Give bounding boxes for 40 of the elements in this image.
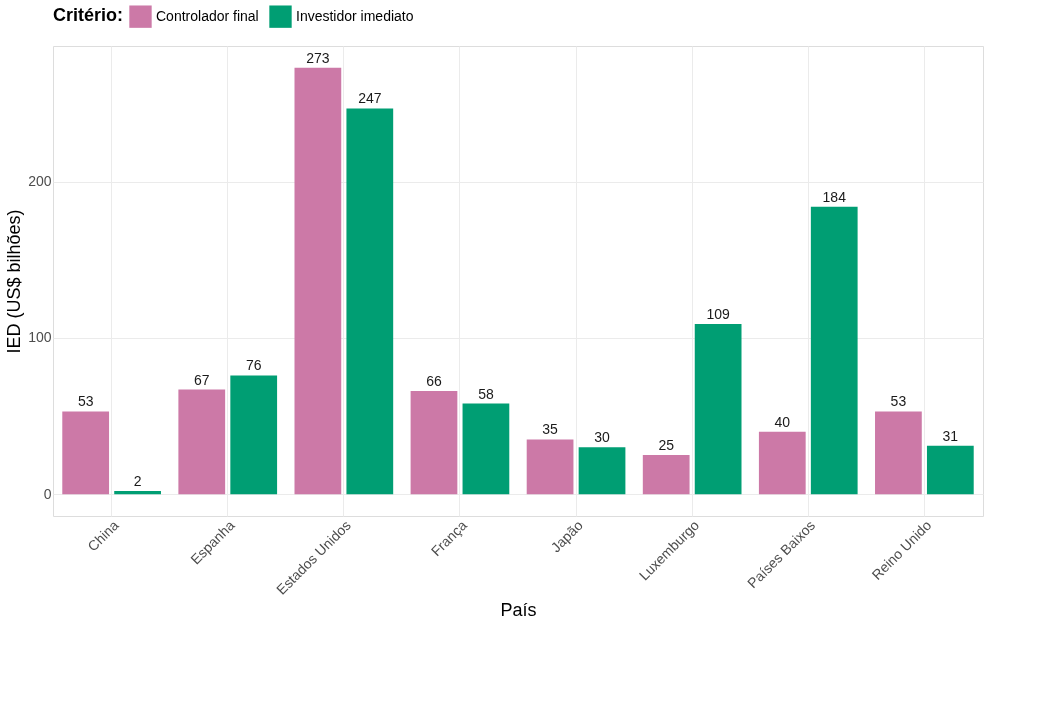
bar — [462, 403, 510, 495]
data-label: 273 — [306, 49, 330, 66]
bar — [578, 447, 626, 495]
data-label: 247 — [358, 90, 382, 107]
data-label: 58 — [478, 385, 494, 402]
bar — [810, 206, 858, 495]
bar — [410, 391, 458, 495]
bar — [758, 431, 806, 495]
data-label: 2 — [133, 473, 142, 490]
bar — [346, 108, 394, 495]
data-label: 184 — [822, 188, 847, 205]
bar — [114, 491, 161, 495]
bar — [230, 375, 278, 495]
y-axis-title: IED (US$ bilhões) — [4, 209, 25, 354]
data-label: 35 — [542, 421, 559, 438]
data-label: 25 — [658, 437, 675, 454]
bar — [294, 67, 342, 495]
bar — [526, 439, 574, 495]
data-label: 66 — [426, 373, 442, 390]
bar — [642, 455, 690, 495]
bar — [178, 389, 226, 495]
data-label: 53 — [77, 393, 94, 410]
x-axis-title: País — [500, 599, 537, 620]
legend-label: Investidor imediato — [296, 7, 414, 24]
y-tick-label: 0 — [43, 485, 52, 502]
data-label: 40 — [774, 413, 791, 430]
legend-label: Controlador final — [156, 7, 259, 24]
bar — [694, 323, 742, 495]
legend-title: Critério: — [53, 5, 124, 25]
data-label: 31 — [942, 427, 959, 444]
y-tick-label: 200 — [28, 173, 52, 190]
data-label: 30 — [594, 429, 611, 446]
bar — [62, 411, 110, 495]
y-tick-label: 100 — [28, 329, 52, 346]
data-label: 76 — [245, 357, 262, 374]
data-label: 53 — [890, 393, 907, 410]
bar — [926, 445, 974, 495]
bar — [875, 411, 922, 495]
data-label: 67 — [193, 371, 210, 388]
data-label: 109 — [706, 305, 731, 322]
